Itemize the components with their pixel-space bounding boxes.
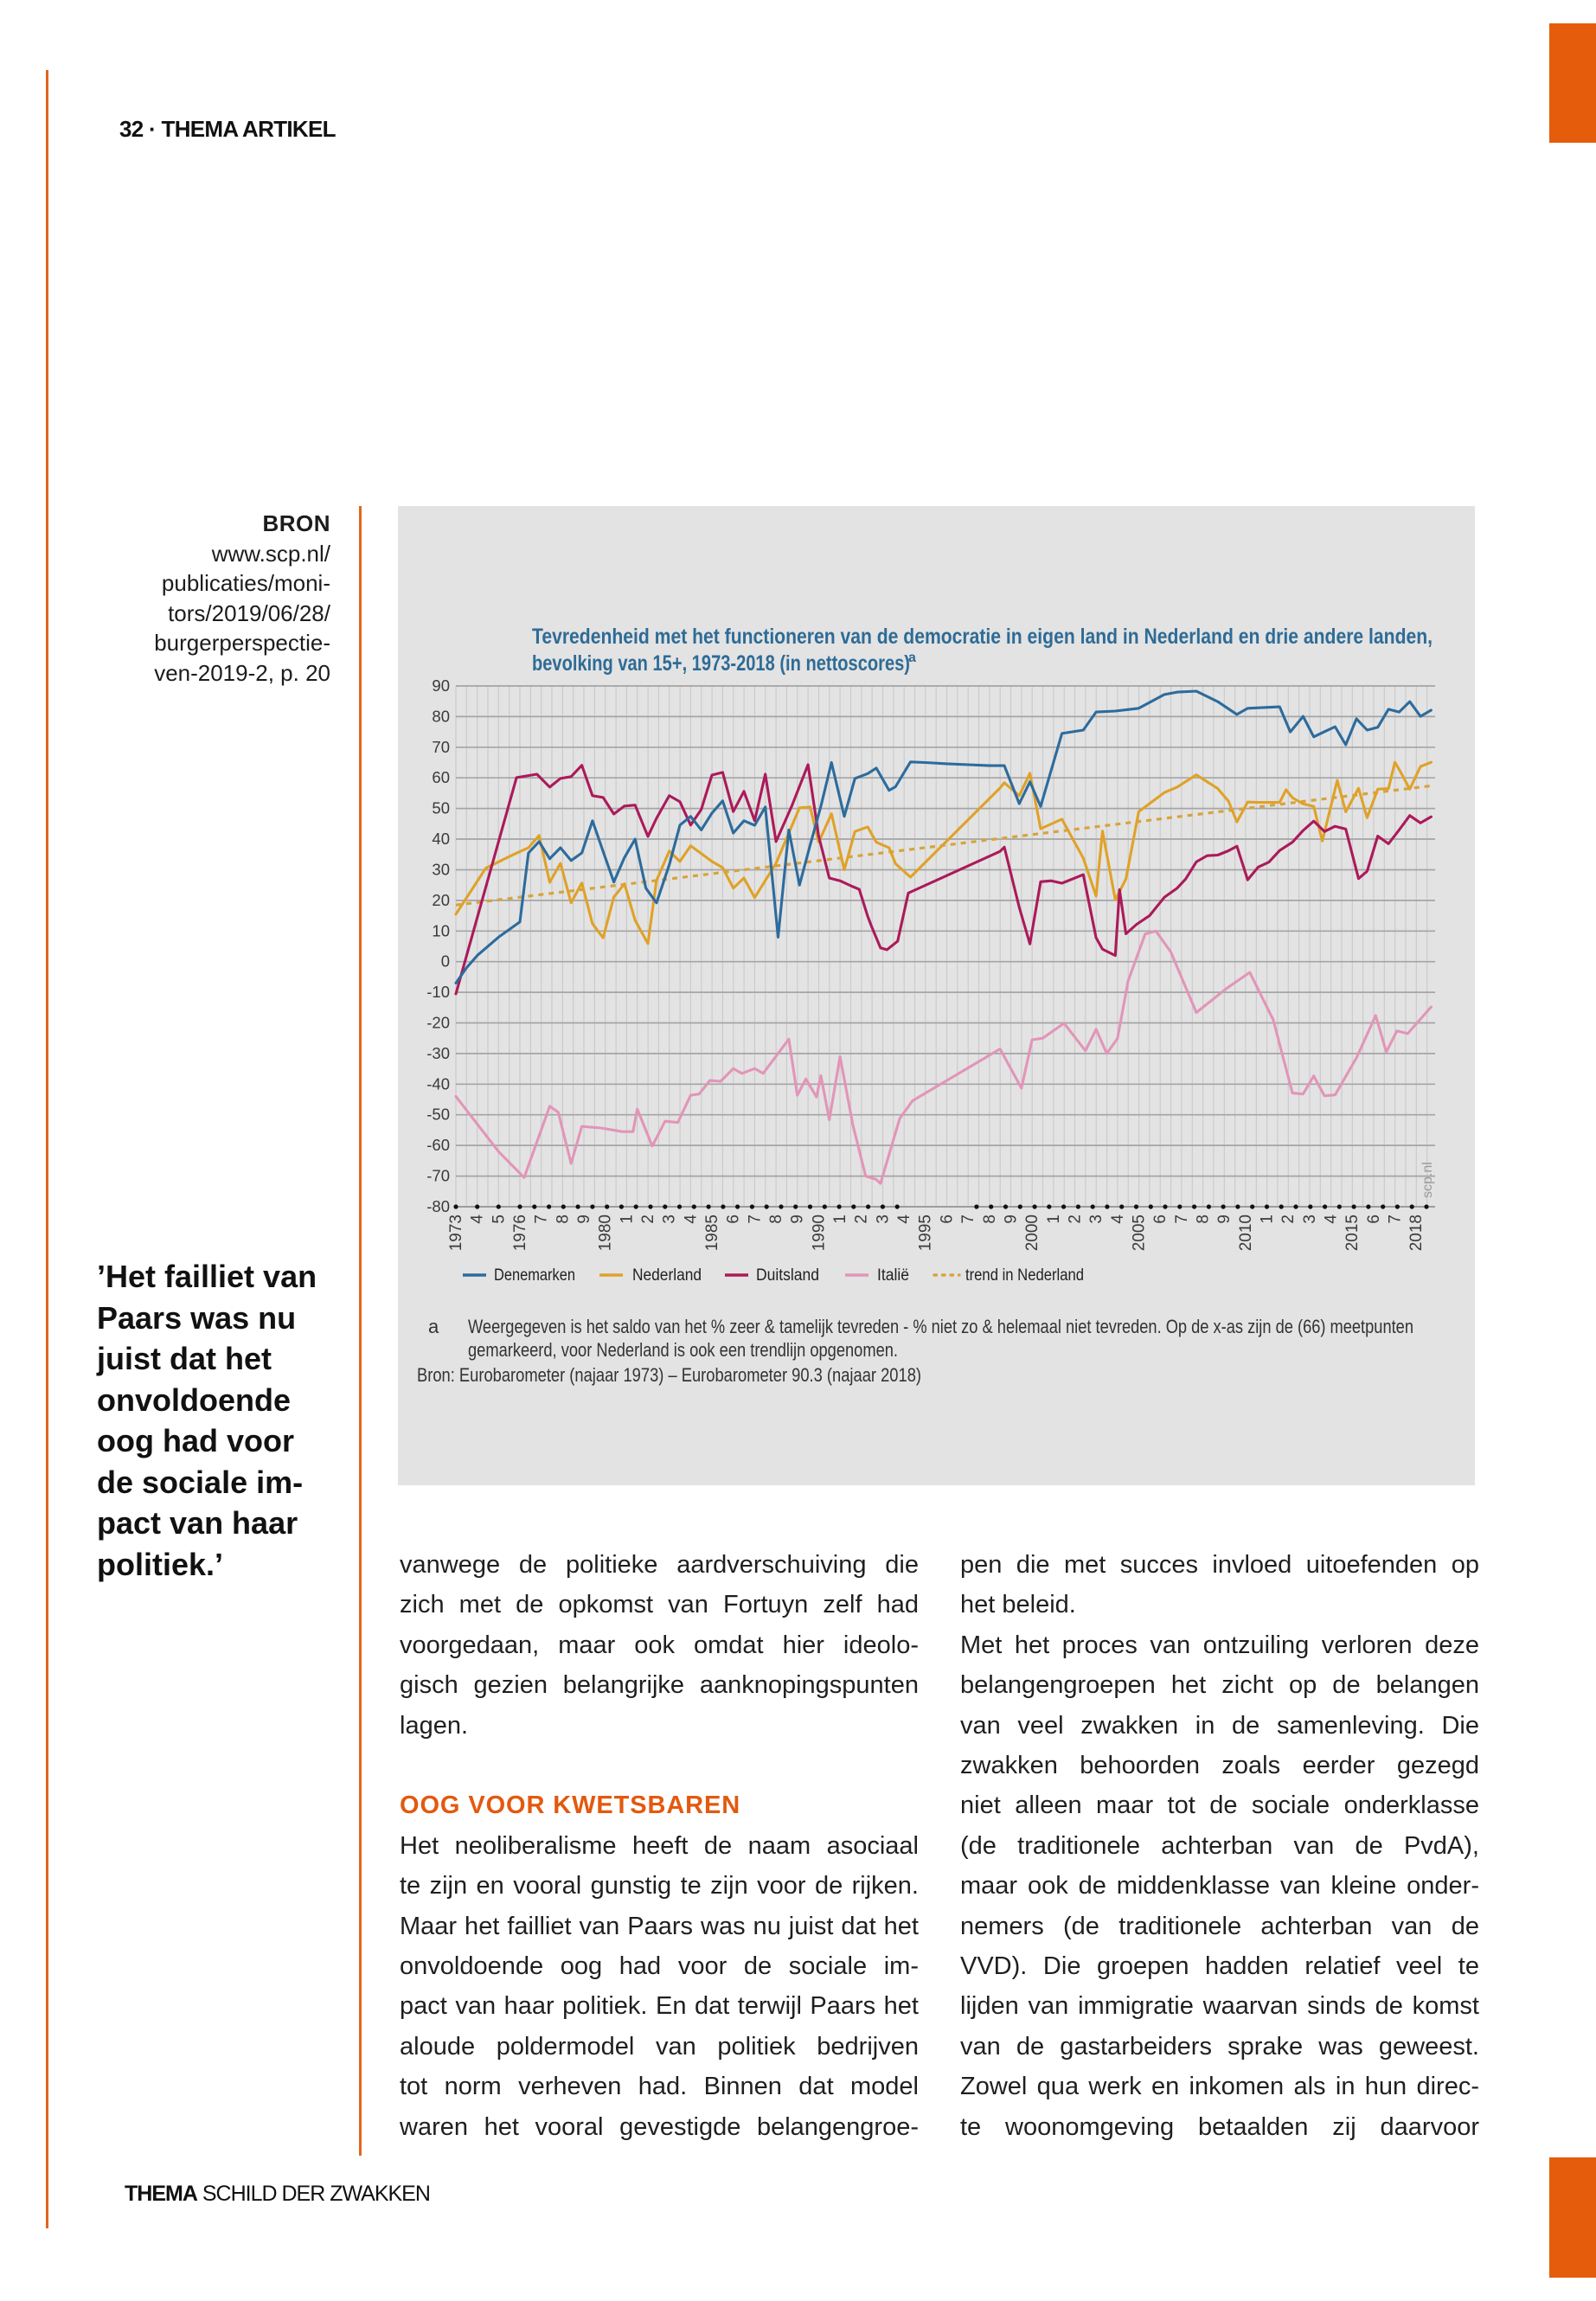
svg-text:Italië: Italië [877, 1266, 909, 1285]
svg-text:60: 60 [432, 768, 450, 786]
svg-text:4: 4 [682, 1215, 700, 1224]
svg-text:2005: 2005 [1130, 1215, 1148, 1251]
svg-text:2: 2 [1279, 1215, 1298, 1224]
svg-text:bevolking van 15+, 1973-2018 (: bevolking van 15+, 1973-2018 (in nettosc… [532, 651, 910, 676]
svg-text:8: 8 [554, 1215, 572, 1224]
svg-text:1: 1 [618, 1215, 636, 1224]
svg-text:scp.nl: scp.nl [1420, 1162, 1435, 1198]
svg-text:90: 90 [432, 676, 450, 695]
svg-text:30: 30 [432, 861, 450, 879]
svg-text:3: 3 [661, 1215, 679, 1224]
svg-text:4: 4 [1109, 1215, 1127, 1224]
svg-text:4: 4 [1323, 1215, 1341, 1224]
svg-text:2010: 2010 [1237, 1215, 1255, 1251]
svg-text:-70: -70 [426, 1167, 450, 1185]
svg-text:8: 8 [767, 1215, 785, 1224]
svg-text:-80: -80 [426, 1197, 450, 1215]
svg-text:1976: 1976 [511, 1215, 529, 1251]
svg-text:8: 8 [981, 1215, 999, 1224]
svg-text:1: 1 [1259, 1215, 1277, 1224]
svg-text:6: 6 [938, 1215, 956, 1224]
svg-text:2: 2 [1066, 1215, 1084, 1224]
svg-text:1980: 1980 [597, 1215, 615, 1251]
svg-text:-40: -40 [426, 1074, 450, 1093]
svg-text:4: 4 [469, 1215, 487, 1224]
svg-text:Weergegeven is het saldo van h: Weergegeven is het saldo van het % zeer … [468, 1316, 1413, 1337]
svg-text:40: 40 [432, 830, 450, 848]
svg-text:3: 3 [874, 1215, 892, 1224]
svg-text:1985: 1985 [703, 1215, 721, 1251]
svg-text:-10: -10 [426, 983, 450, 1001]
svg-text:7: 7 [746, 1215, 764, 1224]
svg-text:80: 80 [432, 707, 450, 725]
svg-text:2: 2 [853, 1215, 871, 1224]
svg-text:-60: -60 [426, 1136, 450, 1154]
svg-text:Tevredenheid met het functione: Tevredenheid met het functioneren van de… [532, 625, 1433, 649]
svg-text:1973: 1973 [447, 1215, 465, 1251]
svg-text:Denemarken: Denemarken [494, 1266, 575, 1285]
svg-text:3: 3 [1087, 1215, 1106, 1224]
svg-text:4: 4 [895, 1215, 913, 1224]
svg-text:Bron: Eurobarometer (najaar 19: Bron: Eurobarometer (najaar 1973) – Euro… [417, 1364, 921, 1386]
svg-text:9: 9 [575, 1215, 593, 1224]
svg-text:7: 7 [533, 1215, 551, 1224]
svg-text:Duitsland: Duitsland [756, 1266, 819, 1285]
svg-text:2000: 2000 [1023, 1215, 1042, 1251]
svg-text:5: 5 [490, 1215, 508, 1224]
svg-text:9: 9 [1215, 1215, 1234, 1224]
svg-text:1990: 1990 [810, 1215, 828, 1251]
svg-text:7: 7 [1387, 1215, 1405, 1224]
svg-text:70: 70 [432, 738, 450, 756]
svg-text:a: a [428, 1316, 439, 1337]
svg-text:-20: -20 [426, 1014, 450, 1032]
svg-text:2: 2 [639, 1215, 657, 1224]
svg-text:3: 3 [1301, 1215, 1319, 1224]
svg-text:9: 9 [789, 1215, 807, 1224]
svg-text:8: 8 [1195, 1215, 1213, 1224]
svg-text:0: 0 [441, 952, 450, 971]
svg-text:trend in Nederland: trend in Nederland [965, 1266, 1084, 1285]
svg-text:7: 7 [959, 1215, 977, 1224]
svg-text:-30: -30 [426, 1044, 450, 1062]
svg-text:50: 50 [432, 799, 450, 817]
svg-text:9: 9 [1002, 1215, 1020, 1224]
svg-text:1: 1 [831, 1215, 849, 1224]
svg-text:2018: 2018 [1407, 1215, 1426, 1251]
svg-text:-50: -50 [426, 1106, 450, 1124]
svg-text:6: 6 [1151, 1215, 1170, 1224]
svg-text:a: a [908, 651, 916, 665]
svg-text:gemarkeerd, voor Nederland is: gemarkeerd, voor Nederland is ook een tr… [468, 1339, 898, 1361]
svg-text:2015: 2015 [1343, 1215, 1362, 1251]
svg-text:Nederland: Nederland [632, 1266, 702, 1285]
svg-text:6: 6 [1365, 1215, 1383, 1224]
svg-text:1: 1 [1045, 1215, 1063, 1224]
svg-text:10: 10 [432, 921, 450, 939]
svg-text:7: 7 [1173, 1215, 1191, 1224]
svg-text:20: 20 [432, 891, 450, 909]
svg-text:1995: 1995 [917, 1215, 935, 1251]
svg-text:6: 6 [725, 1215, 743, 1224]
